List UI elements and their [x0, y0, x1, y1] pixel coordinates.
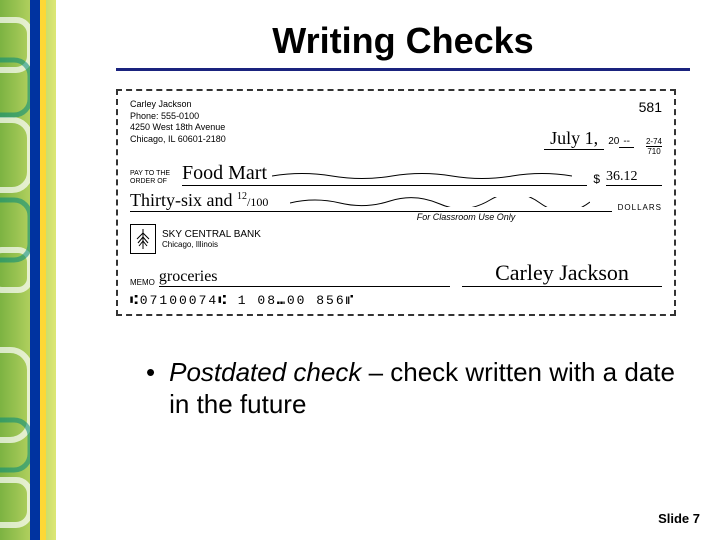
- payer-address2: Chicago, IL 60601-2180: [130, 134, 226, 146]
- check-payer-block: Carley Jackson Phone: 555-0100 4250 West…: [130, 99, 226, 146]
- check-payee: Food Mart: [182, 162, 587, 186]
- amount-cents: 12: [237, 191, 247, 202]
- bank-name-block: SKY CENTRAL BANK Chicago, Illinois: [162, 229, 261, 249]
- check-date: July 1,: [544, 128, 604, 150]
- slide-decorative-sidebar: [0, 0, 56, 540]
- check-year-suffix: --: [619, 136, 634, 148]
- slide-content: Writing Checks Carley Jackson Phone: 555…: [56, 0, 720, 540]
- title-underline: [116, 68, 690, 71]
- check-micr-line: ⑆07100074⑆ 1 08⑉00 856⑈: [130, 293, 662, 308]
- check-amount-numeric: 36.12: [606, 169, 662, 186]
- check-amount-words: Thirty-six and 12/100: [130, 190, 612, 212]
- payee-fill-line: [272, 171, 572, 181]
- vertical-stripe-blue: [30, 0, 40, 540]
- bullet-term: Postdated check: [169, 357, 361, 387]
- bank-logo-icon: [130, 224, 156, 254]
- check-signature: Carley Jackson: [462, 260, 662, 287]
- check-number: 581: [639, 99, 662, 115]
- bank-name: SKY CENTRAL BANK: [162, 229, 261, 240]
- dollars-label: DOLLARS: [618, 203, 662, 212]
- check-year-prefix: 20: [608, 136, 619, 147]
- payer-phone: 555-0100: [161, 111, 199, 121]
- memo-label: MEMO: [130, 278, 155, 287]
- bullet-list: • Postdated check – check written with a…: [116, 356, 690, 421]
- payer-phone-label: Phone:: [130, 111, 159, 121]
- bullet-dash: –: [361, 357, 390, 387]
- bank-city: Chicago, Illinois: [162, 240, 261, 249]
- routing-frac-top: 2-74: [646, 137, 662, 147]
- words-fill-line: [290, 197, 590, 207]
- classroom-note: For Classroom Use Only: [270, 212, 662, 222]
- slide-title: Writing Checks: [116, 20, 690, 62]
- amount-words-text: Thirty-six and: [130, 190, 232, 210]
- check-memo: groceries: [159, 268, 450, 287]
- payee-text: Food Mart: [182, 162, 267, 184]
- bullet-dot: •: [146, 356, 155, 389]
- check-image: Carley Jackson Phone: 555-0100 4250 West…: [116, 89, 676, 316]
- routing-frac-bottom: 710: [646, 147, 662, 156]
- payer-name: Carley Jackson: [130, 99, 226, 111]
- slide-number: Slide 7: [658, 511, 700, 526]
- check-routing-fraction: 2-74 710: [646, 137, 662, 156]
- bullet-item: • Postdated check – check written with a…: [146, 356, 690, 421]
- payer-address1: 4250 West 18th Avenue: [130, 122, 226, 134]
- bullet-text: Postdated check – check written with a d…: [169, 356, 690, 421]
- amount-cents-denom: /100: [247, 195, 268, 209]
- currency-symbol: $: [593, 172, 600, 186]
- payto-label: PAY TO THE ORDER OF: [130, 170, 176, 185]
- vertical-stripe-yellow: [40, 0, 46, 540]
